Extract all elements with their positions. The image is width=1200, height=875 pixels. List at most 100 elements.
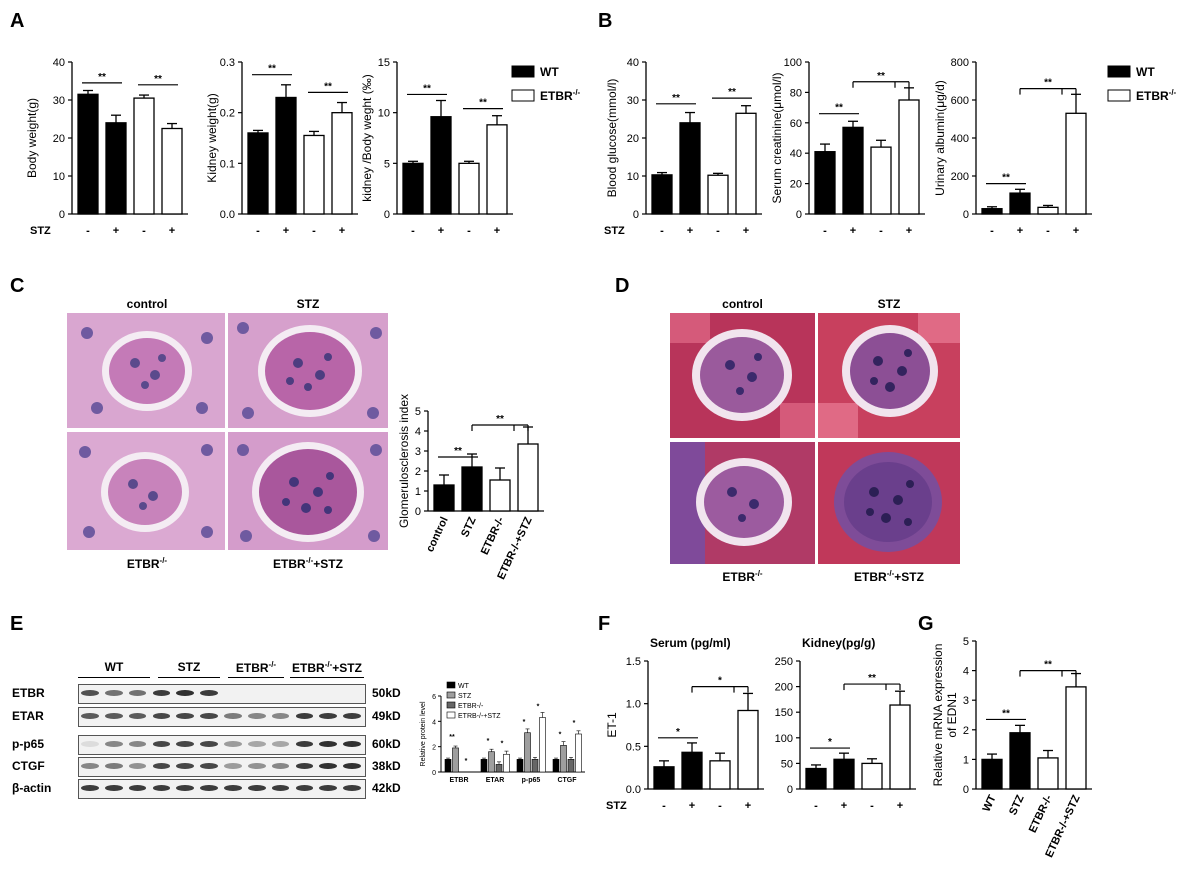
- y-axis-label: kidney /Body weght (‰): [360, 74, 374, 201]
- significance-label: **: [449, 734, 455, 741]
- blot-band: [81, 763, 99, 769]
- blot-band: [152, 741, 171, 747]
- significance-label: **: [835, 103, 843, 114]
- blot-size-label: 50kD: [372, 686, 401, 700]
- significance-label: *: [487, 738, 490, 745]
- blot-band: [343, 763, 361, 769]
- x-tick-label: -: [411, 225, 415, 237]
- blot-group-label: WT: [104, 660, 124, 674]
- x-tick-label: -: [256, 225, 260, 237]
- legend-label: ETBR-/-: [458, 703, 484, 710]
- x-tick-label: -: [879, 225, 883, 237]
- bar: [444, 759, 452, 773]
- bar: [1037, 757, 1059, 790]
- y-tick-label: 40: [53, 57, 65, 69]
- significance-label: *: [559, 732, 562, 739]
- blot-band: [152, 763, 171, 769]
- legend-wt-label: WT: [1136, 65, 1155, 79]
- blot-band: [176, 690, 195, 696]
- bar: [870, 146, 892, 215]
- blot-band: [247, 741, 266, 747]
- y-tick-label: 20: [627, 133, 639, 145]
- legend-wt-swatch: [511, 65, 535, 78]
- micrograph-d-stz: [818, 313, 960, 438]
- bar: [898, 99, 920, 215]
- micro-c-caption-control: control: [126, 297, 168, 311]
- x-tick-label: -: [716, 225, 720, 237]
- x-tick-label: WT: [981, 793, 999, 814]
- micro-d-caption-control: control: [722, 297, 763, 311]
- blot-group-underline: [228, 677, 284, 678]
- blot-band: [104, 785, 123, 791]
- legend-b: WT ETBR-/-: [1107, 65, 1177, 103]
- chart-title: Serum (pg/ml): [650, 636, 731, 650]
- y-tick-label: 0: [963, 784, 969, 796]
- bar: [516, 759, 524, 773]
- blot-band: [295, 763, 314, 769]
- y-axis-label: Relative mRNA expressionof EDN1: [931, 644, 959, 787]
- blot-band: [176, 763, 195, 769]
- significance-label: *: [465, 758, 468, 765]
- x-tick-label: +: [850, 225, 856, 237]
- bar: [461, 466, 483, 512]
- bar: [430, 116, 452, 215]
- y-tick-label: 0: [787, 784, 793, 796]
- significance-label: **: [1002, 173, 1010, 184]
- blot-band: [81, 713, 99, 719]
- blot-size-label: 42kD: [372, 781, 401, 795]
- bar: [303, 134, 325, 215]
- y-tick-label: 0: [415, 506, 421, 518]
- blot-band: [343, 713, 361, 719]
- legend-etbr-swatch: [1107, 89, 1131, 102]
- y-tick-label: 0.2: [220, 108, 235, 120]
- y-tick-label: 20: [53, 133, 65, 145]
- blot-band: [224, 785, 242, 791]
- y-tick-label: 0: [384, 209, 390, 221]
- blot-band: [128, 763, 147, 769]
- y-tick-label: 6: [432, 694, 436, 701]
- y-tick-label: 0: [633, 209, 639, 221]
- bar: [495, 764, 503, 773]
- bar: [433, 484, 455, 512]
- x-tick-label: ETBR-/-: [479, 515, 507, 557]
- blot-band: [224, 741, 242, 747]
- bar: [861, 762, 883, 790]
- y-tick-label: 0.5: [626, 741, 641, 753]
- bar: [889, 704, 911, 790]
- bar: [552, 759, 560, 773]
- blot-band: [319, 741, 338, 747]
- y-tick-label: 0: [796, 209, 802, 221]
- bar: [981, 758, 1003, 790]
- y-tick-label: 1.0: [626, 699, 641, 711]
- bar: [1009, 732, 1031, 790]
- blot-band: [200, 741, 218, 747]
- x-tick-label: +: [1017, 225, 1023, 237]
- bar: [402, 162, 424, 215]
- x-tick-label: +: [339, 225, 345, 237]
- blot-group-label: ETBR-/-: [235, 660, 277, 675]
- blot-band: [343, 741, 361, 747]
- micrograph-c-etbr-stz: [228, 432, 388, 550]
- y-tick-label: 250: [775, 656, 793, 668]
- x-tick-label: +: [906, 225, 912, 237]
- x-tick-label: +: [897, 800, 903, 812]
- blot-row-label: CTGF: [12, 759, 45, 773]
- significance-label: **: [268, 64, 276, 75]
- legend-label: ETRB-/-+STZ: [458, 713, 501, 720]
- blot-strip: [78, 757, 366, 777]
- micrograph-d-etbr-stz: [818, 442, 960, 564]
- x-tick-label: -: [142, 225, 146, 237]
- x-tick-label: +: [841, 800, 847, 812]
- panel-label-d: D: [615, 275, 630, 297]
- significance-label: **: [672, 93, 680, 104]
- bar: [653, 766, 675, 790]
- chart-title: Kidney(pg/g): [802, 636, 875, 650]
- kidney-body-ratio-chart: 0 5 10 15 kidney /Body weght (‰) - + - + ** **: [360, 57, 513, 237]
- blot-band: [152, 713, 171, 719]
- panel-label-b: B: [598, 10, 613, 32]
- x-tick-label: -: [312, 225, 316, 237]
- legend-label: STZ: [458, 693, 472, 700]
- blot-band: [128, 690, 147, 696]
- y-axis-label: Relative protein level: [420, 701, 427, 766]
